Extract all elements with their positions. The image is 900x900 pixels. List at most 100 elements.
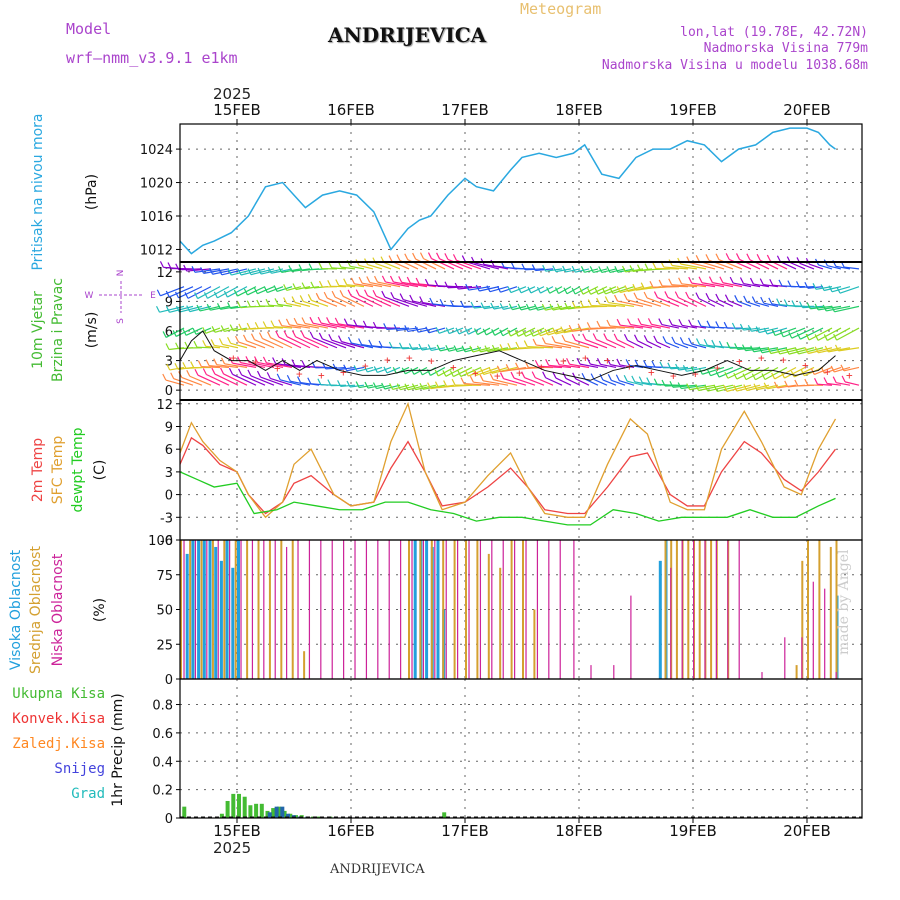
gust-mark: + [384, 354, 391, 367]
wind-barb [532, 327, 554, 337]
wind-barb-flag [616, 318, 621, 326]
wind-barb-flag [408, 343, 413, 350]
wind-barb-flag [572, 372, 577, 380]
wind-barb [818, 264, 833, 270]
wind-barb [222, 343, 239, 349]
wind-barb-flag [414, 325, 419, 333]
wind-barb-flag [695, 384, 700, 391]
wind-barb [415, 384, 437, 391]
wind-barb-flag [784, 380, 789, 388]
wind-barb [606, 339, 626, 349]
wind-barb-flag [715, 321, 720, 328]
wind-barb-flag [310, 281, 315, 289]
wind-barb-flag [695, 338, 701, 345]
wind-barb [691, 325, 707, 329]
wind-barb [472, 347, 491, 353]
wind-barb-flag [649, 281, 654, 288]
wind-barb-flag [461, 255, 466, 262]
wind-barb [267, 286, 284, 294]
wind-barb-flag [804, 347, 809, 354]
wind-barb [599, 303, 626, 307]
wind-barb-flag [364, 289, 369, 296]
wind-barb [634, 381, 653, 386]
wind-barb-flag [521, 371, 526, 378]
wind-barb-flag [564, 302, 569, 310]
wind-barb-flag [318, 280, 324, 288]
wind-barb-flag [286, 374, 291, 382]
wind-barb [555, 268, 572, 273]
wind-axis-label-2: Brzina i Pravac [50, 278, 66, 382]
wind-barb-flag [499, 344, 504, 351]
wind-barb [354, 283, 374, 288]
wind-barb-flag [213, 358, 218, 365]
wind-barb-flag [695, 255, 700, 262]
y-tick-label: 0 [165, 384, 173, 399]
y-tick-label: 25 [156, 638, 173, 653]
wind-barb [605, 286, 626, 295]
wind-barb-flag [429, 297, 434, 305]
wind-barb [779, 347, 806, 355]
cloud-bar-low [812, 581, 814, 679]
wind-barb-flag [346, 380, 351, 388]
wind-barb-flag [410, 368, 415, 375]
wind-barb [745, 366, 770, 381]
wind-barb [689, 261, 716, 270]
gust-mark: + [428, 355, 435, 368]
wind-barb-flag [434, 381, 440, 388]
wind-barb [197, 286, 221, 300]
wind-barb [491, 366, 518, 374]
cloud-bar-low [536, 540, 539, 679]
cloud-bar-low [457, 540, 459, 679]
gust-mark: + [230, 352, 237, 365]
y-tick-label: 3 [165, 466, 173, 481]
wind-barb [753, 347, 779, 353]
wind-barb-flag [167, 262, 172, 269]
wind-barb-flag [601, 287, 606, 295]
wind-barb-flag [836, 286, 841, 294]
wind-barb-flag [267, 267, 272, 274]
wind-barb [384, 384, 401, 390]
cloud-bar-mid [442, 540, 445, 679]
wind-barb [487, 347, 509, 353]
wind-barb [286, 286, 302, 291]
cloud-bar-low [514, 540, 516, 679]
wind-barb-flag [398, 276, 403, 283]
wind-speed-line [179, 330, 836, 381]
wind-barb [169, 305, 194, 313]
y-tick-label: 50 [156, 604, 173, 619]
wind-barb-flag [735, 253, 741, 260]
compass-n: N [116, 270, 126, 277]
wind-barb-flag [596, 320, 601, 328]
wind-barb [689, 384, 716, 391]
credit-text: made by Angel [836, 549, 852, 656]
wind-barb [430, 366, 446, 376]
cloud-bar-low [715, 540, 717, 679]
wind-barb [361, 343, 383, 349]
cloud-bar-mid [795, 665, 798, 679]
wind-barb [620, 324, 644, 329]
wind-barb [232, 362, 257, 369]
wind-barb [237, 286, 257, 297]
wind-barb [203, 268, 230, 274]
wind-barb-flag [560, 326, 565, 333]
cloud-bar-mid [419, 540, 422, 679]
wind-barb-flag [749, 277, 755, 285]
wind-barb-flag [460, 377, 465, 384]
wind-barb-flag [283, 297, 288, 304]
wind-barb-flag [638, 376, 643, 383]
wind-barb-flag [308, 263, 313, 270]
wind-barb-flag [469, 345, 474, 353]
wind-barb [733, 282, 752, 288]
precip-bar-rain [242, 796, 247, 818]
wind-barb [663, 266, 689, 270]
wind-barb-flag [734, 295, 739, 302]
legend-freezing-rain: Zaledj.Kisa [12, 736, 105, 752]
wind-barb [540, 286, 554, 294]
wind-barb [828, 347, 851, 353]
gust-mark: + [406, 352, 413, 365]
wind-barb-flag [723, 385, 728, 392]
model-name: wrf–nmm_v3.9.1 e1km [66, 49, 238, 67]
wind-barb [722, 282, 743, 288]
wind-barb [260, 268, 284, 275]
wind-barb [233, 327, 248, 332]
